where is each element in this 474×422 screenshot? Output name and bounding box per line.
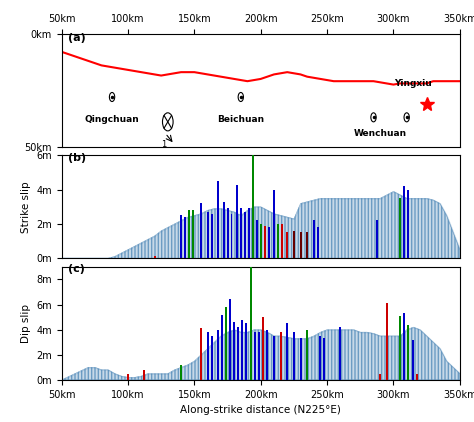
Bar [386, 303, 388, 380]
Bar [280, 332, 282, 380]
Bar [399, 198, 401, 258]
Bar [286, 233, 288, 258]
Bar [237, 327, 239, 380]
Bar [210, 214, 212, 258]
Bar [236, 184, 238, 258]
Text: Qingchuan: Qingchuan [85, 115, 139, 124]
Bar [252, 155, 254, 258]
Bar [229, 300, 231, 380]
Text: (b): (b) [68, 153, 86, 162]
Bar [300, 338, 301, 380]
Bar [200, 203, 202, 258]
Bar [319, 336, 321, 380]
Bar [143, 370, 145, 380]
Bar [258, 332, 260, 380]
Bar [255, 332, 256, 380]
Bar [248, 208, 250, 258]
Bar [339, 327, 341, 380]
Bar [184, 217, 186, 258]
Bar [293, 231, 295, 258]
Bar [313, 220, 315, 258]
X-axis label: Along-strike distance (N225°E): Along-strike distance (N225°E) [180, 405, 341, 415]
Bar [323, 338, 325, 380]
Bar [250, 264, 252, 380]
Bar [241, 319, 243, 380]
Bar [227, 208, 228, 258]
Bar [180, 365, 182, 380]
Bar [262, 317, 264, 380]
Bar [217, 181, 219, 258]
Text: Yingxiu: Yingxiu [394, 79, 432, 88]
Y-axis label: Strike slip: Strike slip [20, 181, 31, 233]
Bar [273, 336, 275, 380]
Bar [403, 313, 405, 380]
Bar [127, 373, 129, 380]
Bar [407, 189, 409, 258]
Bar [225, 307, 227, 380]
Bar [306, 330, 308, 380]
Bar [293, 332, 295, 380]
Bar [264, 226, 265, 258]
Bar [245, 323, 247, 380]
Bar [268, 227, 270, 258]
Bar [403, 186, 405, 258]
Bar [154, 257, 155, 258]
Bar [277, 224, 279, 258]
Bar [207, 332, 209, 380]
Bar [223, 202, 225, 258]
Bar [281, 224, 283, 258]
Bar [217, 330, 219, 380]
Text: $\it{1}$: $\it{1}$ [161, 138, 167, 149]
Bar [412, 340, 414, 380]
Bar [273, 189, 275, 258]
Bar [300, 233, 301, 258]
Y-axis label: Dip slip: Dip slip [20, 304, 31, 343]
Bar [188, 210, 190, 258]
Bar [244, 212, 246, 258]
Text: (a): (a) [68, 32, 86, 43]
Bar [255, 220, 258, 258]
Bar [306, 233, 308, 258]
Bar [317, 227, 319, 258]
Bar [230, 214, 232, 258]
Bar [416, 373, 418, 380]
Bar [376, 220, 378, 258]
Bar [200, 328, 202, 380]
Bar [233, 322, 235, 380]
Bar [207, 212, 209, 258]
Bar [379, 373, 381, 380]
Bar [180, 215, 182, 258]
Bar [407, 325, 409, 380]
Bar [399, 316, 401, 380]
Bar [266, 330, 268, 380]
Bar [221, 314, 223, 380]
Bar [286, 323, 288, 380]
Text: Beichuan: Beichuan [217, 115, 264, 124]
Text: (c): (c) [68, 264, 85, 274]
Bar [210, 336, 212, 380]
Bar [192, 210, 194, 258]
Bar [260, 224, 262, 258]
Bar [240, 208, 242, 258]
Text: Wenchuan: Wenchuan [354, 129, 407, 138]
